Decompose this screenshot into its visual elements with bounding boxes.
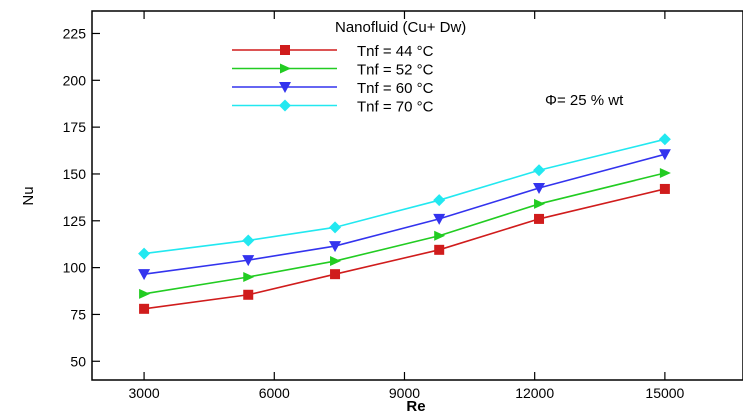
x-tick-label: 9000 xyxy=(389,385,420,401)
y-tick-label: 50 xyxy=(70,353,86,369)
y-axis-title: Nu xyxy=(20,186,37,205)
data-point xyxy=(433,213,446,225)
data-point xyxy=(434,244,445,255)
legend-entry: Tnf = 44 °C xyxy=(232,43,434,60)
data-point xyxy=(279,82,291,93)
legend: Nanofluid (Cu+ Dw) Tnf = 44 °C Tnf = 52 °… xyxy=(232,19,466,116)
x-axis-title: Re xyxy=(406,398,425,415)
series xyxy=(139,183,670,314)
data-point xyxy=(280,63,291,74)
y-tick-label: 225 xyxy=(63,25,87,41)
legend-label: Tnf = 70 °C xyxy=(357,99,434,116)
data-point xyxy=(330,269,341,280)
y-tick-label: 100 xyxy=(63,260,87,276)
y-tick-label: 75 xyxy=(70,306,86,322)
y-tick-label: 175 xyxy=(63,119,87,135)
series xyxy=(139,168,671,299)
plot-frame xyxy=(91,10,743,381)
series-line xyxy=(143,138,666,255)
data-point xyxy=(243,271,255,282)
data-point xyxy=(138,269,151,281)
data-point xyxy=(139,288,151,299)
series-line xyxy=(143,188,666,310)
data-point xyxy=(533,183,546,195)
series-line xyxy=(143,153,666,275)
series xyxy=(138,149,671,281)
data-point xyxy=(659,168,671,179)
data-point xyxy=(330,256,342,267)
data-point xyxy=(329,241,342,253)
data-point xyxy=(534,213,545,224)
data-point xyxy=(329,221,342,234)
series-line xyxy=(143,172,666,295)
data-point xyxy=(280,45,290,55)
data-point xyxy=(659,183,670,194)
x-tick-label: 3000 xyxy=(129,385,160,401)
legend-entry: Tnf = 70 °C xyxy=(232,99,434,116)
data-point xyxy=(534,198,546,209)
series xyxy=(138,133,671,260)
data-point xyxy=(658,133,671,146)
data-point xyxy=(242,255,255,267)
y-tick-label: 150 xyxy=(63,166,87,182)
legend-label: Tnf = 44 °C xyxy=(357,43,434,60)
x-tick-label: 15000 xyxy=(645,385,684,401)
data-point xyxy=(658,149,671,161)
data-point xyxy=(434,230,446,241)
data-point xyxy=(433,194,446,207)
data-point xyxy=(279,99,291,112)
data-point xyxy=(533,164,546,177)
data-point xyxy=(139,303,150,314)
x-tick-label: 12000 xyxy=(515,385,554,401)
data-point xyxy=(138,247,151,260)
y-tick-label: 200 xyxy=(63,72,87,88)
legend-label: Tnf = 60 °C xyxy=(357,80,434,97)
legend-title: Nanofluid (Cu+ Dw) xyxy=(335,19,466,36)
axis-ticks: 3000 6000 9000 12000 15000 50 75 100 125 150 175 20… xyxy=(63,11,685,401)
data-point xyxy=(243,289,254,300)
series-layer xyxy=(138,133,671,314)
legend-label: Tnf = 52 °C xyxy=(357,62,434,79)
legend-entry: Tnf = 52 °C xyxy=(232,62,434,79)
legend-entry: Tnf = 60 °C xyxy=(232,80,434,97)
phi-annotation: Φ= 25 % wt xyxy=(545,92,624,109)
x-tick-label: 6000 xyxy=(259,385,290,401)
data-point xyxy=(242,234,255,247)
y-tick-label: 125 xyxy=(63,213,87,229)
